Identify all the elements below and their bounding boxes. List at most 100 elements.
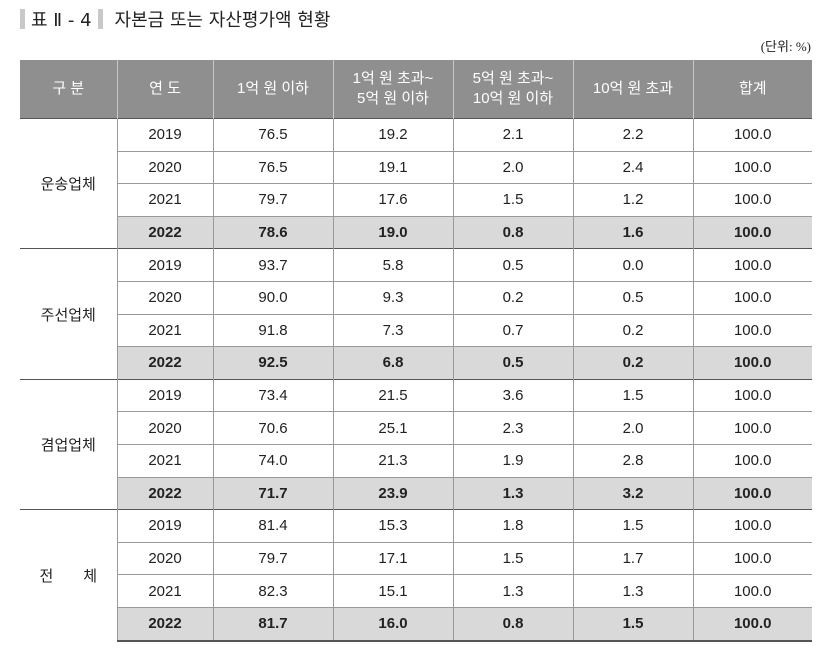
value-cell: 100.0 <box>692 248 812 282</box>
value-cell: 100.0 <box>692 378 812 412</box>
value-cell: 0.2 <box>572 346 693 380</box>
value-cell: 100.0 <box>692 215 812 249</box>
value-cell: 74.0 <box>212 443 333 478</box>
value-cell: 0.5 <box>452 248 573 282</box>
value-cell: 0.8 <box>452 215 573 249</box>
table-row: 2020 79.7 17.1 1.5 1.7 100.0 <box>20 541 812 575</box>
value-cell: 2.8 <box>572 443 693 478</box>
value-cell: 15.3 <box>332 509 453 543</box>
value-cell: 0.0 <box>572 248 693 282</box>
group-label: 운송업체 <box>20 117 117 249</box>
table-title: 자본금 또는 자산평가액 현황 <box>114 10 331 31</box>
value-cell: 2.3 <box>452 411 573 445</box>
year-cell: 2022 <box>116 606 213 642</box>
value-cell: 2.1 <box>452 118 573 152</box>
value-cell: 100.0 <box>692 443 812 478</box>
value-cell: 100.0 <box>692 150 812 184</box>
value-cell: 100.0 <box>692 541 812 575</box>
value-cell: 76.5 <box>212 118 333 152</box>
column-header: 1억 원 이하 <box>212 60 333 119</box>
value-cell: 79.7 <box>212 183 333 217</box>
value-cell: 21.5 <box>332 378 453 412</box>
value-cell: 9.3 <box>332 280 453 315</box>
value-cell: 100.0 <box>692 606 812 642</box>
value-cell: 79.7 <box>212 541 333 575</box>
value-cell: 5.8 <box>332 248 453 282</box>
table-row: 2020 76.5 19.1 2.0 2.4 100.0 <box>20 150 812 184</box>
year-cell: 2022 <box>116 346 213 380</box>
value-cell: 100.0 <box>692 346 812 380</box>
value-cell: 92.5 <box>212 346 333 380</box>
value-cell: 2.0 <box>572 411 693 445</box>
value-cell: 1.5 <box>452 183 573 217</box>
value-cell: 0.2 <box>572 313 693 347</box>
value-cell: 2.4 <box>572 150 693 184</box>
value-cell: 73.4 <box>212 378 333 412</box>
value-cell: 19.0 <box>332 215 453 249</box>
value-cell: 100.0 <box>692 411 812 445</box>
value-cell: 81.7 <box>212 606 333 642</box>
value-cell: 78.6 <box>212 215 333 249</box>
value-cell: 100.0 <box>692 574 812 608</box>
table-row: 전 체 2019 81.4 15.3 1.8 1.5 100.0 <box>20 509 812 641</box>
value-cell: 0.7 <box>452 313 573 347</box>
value-cell: 93.7 <box>212 248 333 282</box>
total-row: 2022 71.7 23.9 1.3 3.2 100.0 <box>20 476 812 510</box>
value-cell: 100.0 <box>692 280 812 315</box>
column-header: 1억 원 초과~ 5억 원 이하 <box>332 60 453 119</box>
value-cell: 0.5 <box>452 346 573 380</box>
value-cell: 1.9 <box>452 443 573 478</box>
table-row: 2021 91.8 7.3 0.7 0.2 100.0 <box>20 313 812 347</box>
value-cell: 0.5 <box>572 280 693 315</box>
column-header: 합계 <box>692 60 812 119</box>
value-cell: 2.0 <box>452 150 573 184</box>
value-cell: 0.2 <box>452 280 573 315</box>
value-cell: 3.2 <box>572 476 693 510</box>
table-row: 2021 82.3 15.1 1.3 1.3 100.0 <box>20 574 812 608</box>
value-cell: 7.3 <box>332 313 453 347</box>
value-cell: 1.6 <box>572 215 693 249</box>
year-cell: 2019 <box>116 118 213 152</box>
table-number: 표 Ⅱ - 4 <box>31 10 92 31</box>
table-row: 2021 74.0 21.3 1.9 2.8 100.0 <box>20 443 812 478</box>
table-row: 겸업업체 2019 73.4 21.5 3.6 1.5 100.0 <box>20 378 812 510</box>
total-row: 2022 78.6 19.0 0.8 1.6 100.0 <box>20 215 812 249</box>
year-cell: 2021 <box>116 443 213 478</box>
value-cell: 19.2 <box>332 118 453 152</box>
value-cell: 71.7 <box>212 476 333 510</box>
year-cell: 2021 <box>116 183 213 217</box>
value-cell: 17.1 <box>332 541 453 575</box>
group-label: 주선업체 <box>20 248 117 380</box>
value-cell: 1.5 <box>452 541 573 575</box>
value-cell: 3.6 <box>452 378 573 412</box>
unit-label: (단위: %) <box>760 39 811 54</box>
value-cell: 82.3 <box>212 574 333 608</box>
year-cell: 2021 <box>116 574 213 608</box>
value-cell: 1.8 <box>452 509 573 543</box>
value-cell: 1.5 <box>572 509 693 543</box>
column-header: 구 분 <box>20 60 117 119</box>
value-cell: 17.6 <box>332 183 453 217</box>
value-cell: 23.9 <box>332 476 453 510</box>
group-label: 전 체 <box>20 509 117 641</box>
table-row: 2020 70.6 25.1 2.3 2.0 100.0 <box>20 411 812 445</box>
total-row: 2022 81.7 16.0 0.8 1.5 100.0 <box>20 606 812 642</box>
value-cell: 1.2 <box>572 183 693 217</box>
year-cell: 2019 <box>116 509 213 543</box>
value-cell: 90.0 <box>212 280 333 315</box>
value-cell: 91.8 <box>212 313 333 347</box>
value-cell: 100.0 <box>692 118 812 152</box>
value-cell: 25.1 <box>332 411 453 445</box>
year-cell: 2020 <box>116 541 213 575</box>
total-row: 2022 92.5 6.8 0.5 0.2 100.0 <box>20 346 812 380</box>
year-cell: 2021 <box>116 313 213 347</box>
table-row: 2021 79.7 17.6 1.5 1.2 100.0 <box>20 183 812 217</box>
year-cell: 2020 <box>116 411 213 445</box>
column-header: 10억 원 초과 <box>572 60 693 119</box>
value-cell: 70.6 <box>212 411 333 445</box>
table-caption: 표 Ⅱ - 4 자본금 또는 자산평가액 현황 <box>20 6 330 32</box>
value-cell: 0.8 <box>452 606 573 642</box>
value-cell: 1.5 <box>572 378 693 412</box>
